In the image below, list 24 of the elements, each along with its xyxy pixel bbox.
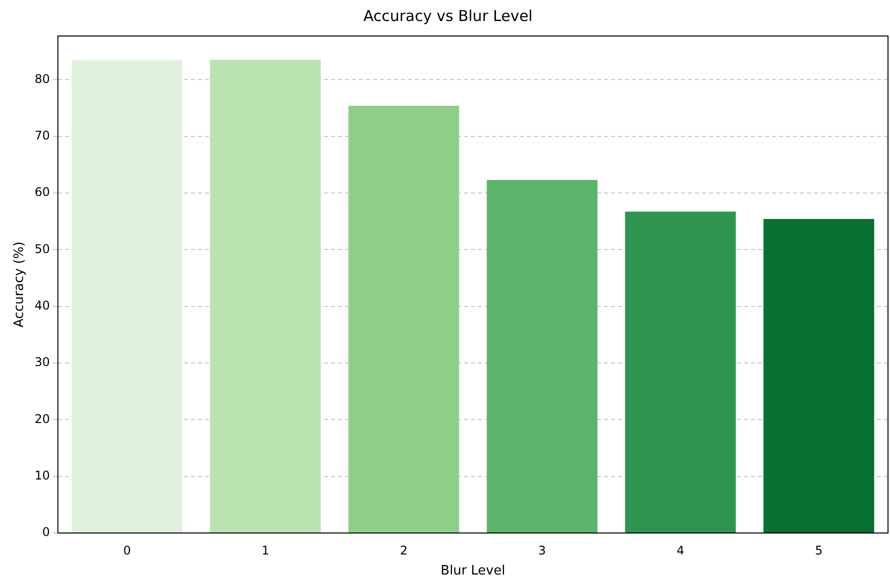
x-tick-label: 2: [400, 543, 408, 558]
bar: [210, 60, 321, 532]
bar: [72, 60, 182, 532]
x-axis-title: Blur Level: [440, 564, 506, 579]
x-tick-label: 4: [676, 543, 684, 558]
bar: [625, 212, 736, 532]
bar: [486, 180, 598, 532]
y-tick-label: 20: [34, 412, 50, 426]
y-tick-label: 30: [34, 355, 50, 370]
y-tick-label: 70: [34, 128, 50, 142]
y-axis-title: Accuracy (%): [12, 242, 28, 328]
x-tick-label: 3: [538, 543, 546, 558]
bar: [763, 219, 874, 532]
y-tick-label: 10: [34, 468, 50, 482]
x-tick-label: 0: [123, 543, 131, 558]
y-tick-label: 60: [34, 185, 50, 200]
x-tick-label: 1: [262, 543, 270, 558]
x-tick-label: 5: [815, 543, 823, 558]
y-tick-label: 50: [34, 242, 50, 256]
chart-title: Accuracy vs Blur Level: [363, 6, 533, 25]
bar: [348, 106, 460, 532]
y-tick-label: 40: [34, 298, 50, 312]
y-tick-label: 0: [42, 525, 50, 540]
y-tick-label: 80: [34, 72, 50, 86]
